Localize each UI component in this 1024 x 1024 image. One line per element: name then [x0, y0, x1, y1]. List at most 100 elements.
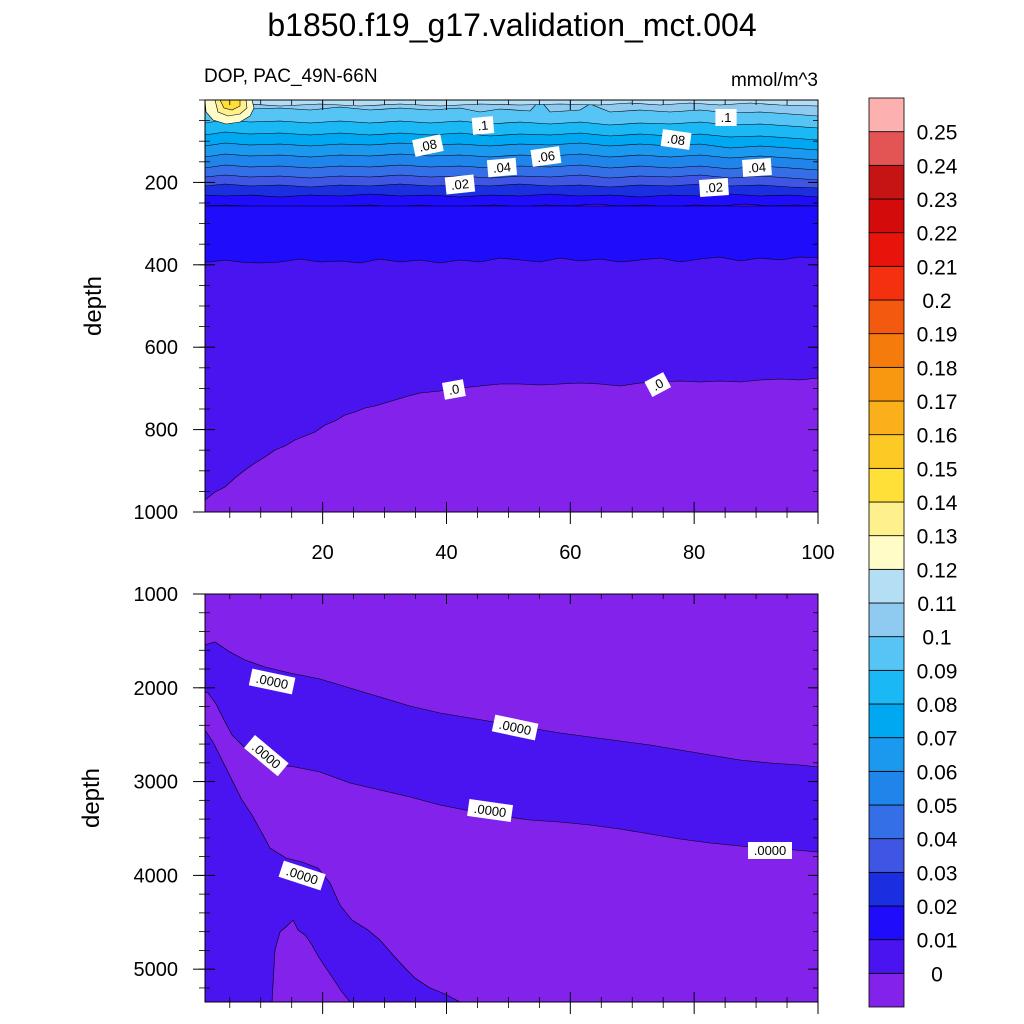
panel-lower-contour-labels: .0000.0000.0000.0000.0000.0000 — [244, 668, 792, 891]
colorbar-label: 0.05 — [917, 795, 958, 818]
colorbar-swatch — [868, 737, 905, 772]
contour-label-bg — [248, 668, 296, 695]
colorbar-label: 0.11 — [917, 593, 956, 616]
colorbar-swatch — [868, 299, 905, 335]
colorbar-swatch — [868, 434, 905, 469]
fill-level-0.01-boundary — [205, 205, 818, 264]
colorbar-label: 0.25 — [917, 122, 958, 145]
contour-label: .04 — [742, 158, 772, 177]
colorbar-label: 0.09 — [917, 660, 958, 683]
contour-label-bg — [444, 174, 476, 195]
colorbar-swatch — [868, 568, 905, 604]
fill-level-0.11 — [205, 100, 818, 107]
panel-upper: DOP, PAC_49N-66N mmol/m^3 .1.08.04.06.02… — [80, 66, 835, 564]
colorbar-label: 0.2 — [922, 290, 951, 313]
colorbar-swatch — [868, 198, 905, 234]
contour-label: .04 — [486, 157, 518, 178]
colorbar-swatch — [868, 871, 905, 907]
x-tick-label: 100 — [801, 542, 834, 564]
contour-label-bg — [644, 372, 672, 398]
contour-label: .0000 — [491, 714, 539, 741]
colorbar-label: 0.19 — [917, 324, 958, 347]
colorbar-swatch — [868, 400, 905, 436]
colorbar-swatch — [868, 232, 905, 267]
contour-label-text: .02 — [450, 176, 470, 193]
contour-label: .02 — [699, 178, 729, 197]
colorbar-swatch — [868, 602, 905, 638]
colorbar-swatch — [868, 366, 905, 402]
colorbar-swatch — [868, 838, 905, 873]
contour-label-bg — [748, 842, 792, 859]
colorbar-label: 0.03 — [917, 862, 958, 885]
colorbar-swatch — [868, 131, 905, 166]
fill-level-0.00-lower-left — [205, 729, 461, 1002]
contour-label-text: .0000 — [473, 801, 507, 820]
colorbar-label: 0.12 — [917, 559, 958, 582]
contour-label-text: .08 — [666, 131, 686, 148]
colorbar-label: 0.18 — [917, 357, 958, 380]
contour-label-bg — [278, 860, 326, 891]
colorbar-label: 0.02 — [917, 896, 958, 919]
contour-label-bg — [471, 116, 495, 135]
colorbar-label: 0.1 — [922, 627, 951, 650]
panel-lower-frame — [204, 593, 819, 1003]
colorbar-label: 0.06 — [917, 761, 958, 784]
contour-label-bg — [660, 129, 692, 150]
contour-label-text: .0000 — [498, 717, 533, 738]
panel-lower-y-axis-label: depth — [78, 768, 105, 828]
colorbar-swatch — [868, 770, 905, 806]
panel-lower: .0000.0000.0000.0000.0000.0000 100020003… — [78, 584, 819, 1014]
colorbar-label: 0.23 — [917, 189, 958, 212]
colorbar-swatch — [868, 501, 905, 537]
contour-label-text: .0000 — [754, 843, 787, 858]
colorbar-label: 0.14 — [917, 492, 958, 515]
y-tick-label: 600 — [145, 337, 178, 359]
colorbar-swatch — [868, 164, 905, 200]
colorbar-label: 0.17 — [917, 391, 958, 414]
contour-label-bg — [491, 714, 539, 741]
y-tick-label: 1000 — [134, 502, 179, 524]
colorbar-swatch — [868, 905, 905, 941]
contour-label-text: .04 — [492, 159, 511, 176]
contour-label: .08 — [412, 134, 444, 157]
contour-label-text: .0 — [447, 381, 460, 398]
contour-label-text: .0000 — [255, 671, 290, 692]
x-tick-label: 20 — [312, 542, 334, 564]
colorbar-label: 0.04 — [917, 829, 958, 852]
contour-label-bg — [412, 134, 444, 157]
contour-label: .0000 — [748, 842, 792, 859]
contour-label: .1 — [471, 116, 495, 135]
panel-upper-contour-labels: .1 .08 .04 .06 .02 .08 .1 .04 .02 .0 .0 — [412, 109, 772, 400]
contour-label-text: .02 — [704, 179, 723, 195]
x-tick-label: 80 — [683, 542, 705, 564]
panel-upper-y-axis-label: depth — [80, 276, 107, 336]
y-tick-label: 5000 — [134, 959, 179, 981]
colorbar-swatch — [868, 804, 905, 840]
contour-label-text: .06 — [536, 148, 556, 165]
colorbar-label: 0.13 — [917, 526, 958, 549]
colorbar-label: 0.24 — [917, 155, 958, 178]
colorbar-swatch — [868, 265, 905, 301]
y-tick-label: 4000 — [134, 865, 179, 887]
colorbar-label: 0.07 — [917, 728, 958, 751]
colorbar-label: 0.21 — [917, 256, 958, 279]
contour-label-bg — [441, 379, 466, 400]
y-tick-label: 2000 — [134, 678, 179, 700]
y-tick-label: 1000 — [134, 584, 179, 606]
panel-upper-units: mmol/m^3 — [731, 70, 818, 91]
panel-upper-axes: 200 400 600 800 1000 20 40 60 80 100 — [134, 99, 835, 564]
y-tick-label: 800 — [145, 420, 178, 442]
colorbar-swatch — [868, 97, 905, 133]
contour-label: .1 — [715, 109, 737, 126]
contour-label: .0000 — [467, 799, 514, 822]
colorbar-swatch — [868, 939, 905, 974]
contour-label-text: .04 — [747, 159, 766, 175]
contour-label-bg — [742, 158, 772, 177]
contour-label: .06 — [530, 146, 562, 167]
panel-upper-contour-fill — [205, 100, 818, 512]
colorbar-swatch — [868, 972, 905, 1008]
chart-title: b1850.f19_g17.validation_mct.004 — [267, 7, 756, 43]
colorbar-swatch — [868, 703, 905, 739]
colorbar-label: 0.22 — [917, 223, 958, 246]
colorbar-swatch — [868, 535, 905, 570]
